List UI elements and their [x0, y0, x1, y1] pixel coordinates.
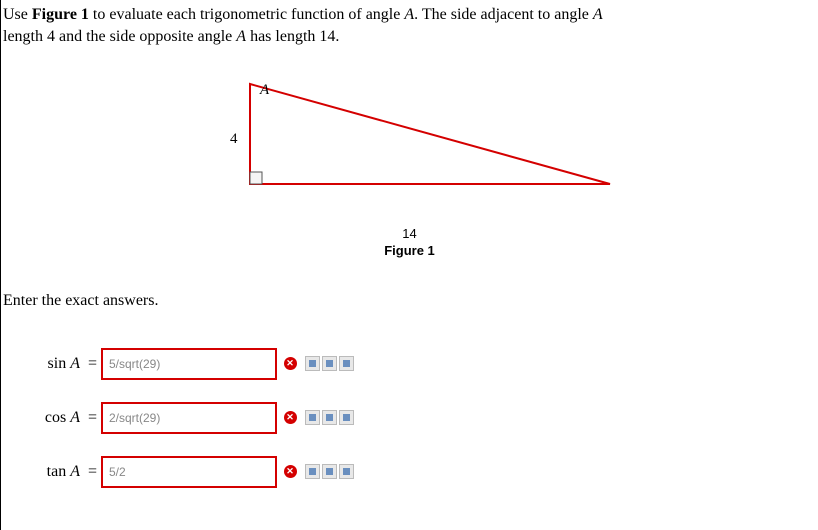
problem-text-part: Use — [3, 6, 32, 23]
trig-var: A — [70, 463, 80, 480]
answers-block: sin A = ✕ cos A = ✕ — [1, 348, 818, 488]
answer-lhs: tan A = — [21, 463, 101, 481]
right-angle-mark — [250, 172, 262, 184]
tan-a-input[interactable] — [101, 456, 277, 488]
problem-text-part: to evaluate each trigonometric function … — [89, 6, 404, 23]
problem-text-part: has length 14. — [246, 28, 339, 45]
tool-icons — [305, 410, 354, 425]
answer-row-tan: tan A = ✕ — [21, 456, 818, 488]
adjacent-side-label: 4 — [230, 131, 238, 147]
trig-var: A — [70, 409, 80, 426]
answer-row-sin: sin A = ✕ — [21, 348, 818, 380]
sin-a-input[interactable] — [101, 348, 277, 380]
angle-variable: A — [404, 6, 414, 23]
help-icon[interactable] — [322, 464, 337, 479]
opposite-side-label: 14 — [402, 226, 416, 241]
answer-lhs: sin A = — [21, 355, 101, 373]
problem-text-part: length 4 and the side opposite angle — [3, 28, 236, 45]
preview-icon[interactable] — [339, 464, 354, 479]
cos-a-input[interactable] — [101, 402, 277, 434]
angle-variable: A — [236, 28, 246, 45]
answer-lhs: cos A = — [21, 409, 101, 427]
preview-icon[interactable] — [339, 410, 354, 425]
tool-icons — [305, 464, 354, 479]
figure-caption-block: 14 Figure 1 — [1, 226, 818, 260]
help-icon[interactable] — [322, 410, 337, 425]
incorrect-icon: ✕ — [283, 411, 297, 425]
equation-editor-icon[interactable] — [305, 410, 320, 425]
tool-icons — [305, 356, 354, 371]
triangle-figure: A 4 — [180, 69, 640, 219]
trig-fn-label: tan — [47, 463, 67, 480]
figure-caption: Figure 1 — [384, 243, 435, 258]
page-container: Use Figure 1 to evaluate each trigonomet… — [0, 0, 818, 530]
problem-text-part: . The side adjacent to angle — [414, 6, 593, 23]
angle-variable: A — [593, 6, 603, 23]
incorrect-icon: ✕ — [283, 357, 297, 371]
answer-row-cos: cos A = ✕ — [21, 402, 818, 434]
preview-icon[interactable] — [339, 356, 354, 371]
equation-editor-icon[interactable] — [305, 464, 320, 479]
incorrect-icon: ✕ — [283, 465, 297, 479]
trig-fn-label: sin — [48, 355, 67, 372]
problem-statement: Use Figure 1 to evaluate each trigonomet… — [1, 0, 818, 49]
instruction-text: Enter the exact answers. — [1, 292, 818, 310]
trig-fn-label: cos — [45, 409, 66, 426]
equation-editor-icon[interactable] — [305, 356, 320, 371]
figure-area: A 4 14 Figure 1 — [1, 69, 818, 260]
vertex-a-label: A — [259, 82, 270, 98]
trig-var: A — [70, 355, 80, 372]
problem-figure-ref: Figure 1 — [32, 6, 89, 23]
help-icon[interactable] — [322, 356, 337, 371]
triangle-shape — [250, 84, 610, 184]
